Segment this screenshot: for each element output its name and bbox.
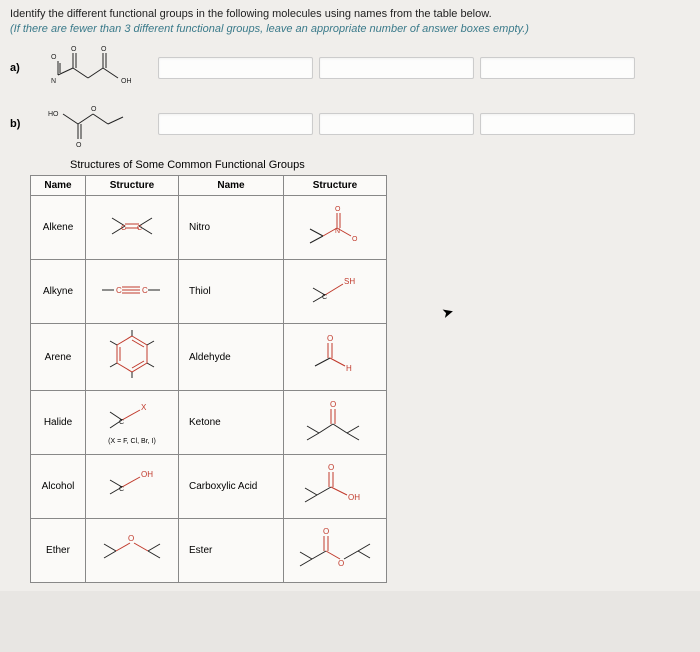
table-row: Ether O Ester OO xyxy=(31,519,387,583)
table-title: Structures of Some Common Functional Gro… xyxy=(70,159,690,171)
aldehyde-structure: OH xyxy=(284,324,387,391)
alkene-name: Alkene xyxy=(31,196,86,260)
svg-text:O: O xyxy=(352,236,358,243)
table-row: Arene Aldehyde OH xyxy=(31,324,387,391)
svg-text:C: C xyxy=(142,286,148,295)
svg-text:C: C xyxy=(119,486,124,493)
answer-a-1[interactable] xyxy=(158,57,313,79)
svg-text:O: O xyxy=(330,400,336,409)
header-structure2: Structure xyxy=(284,176,387,196)
alcohol-structure: C OH xyxy=(86,455,179,519)
svg-text:O: O xyxy=(51,54,57,61)
functional-groups-table: Name Structure Name Structure Alkene CC … xyxy=(30,175,387,583)
svg-text:O: O xyxy=(335,206,341,213)
svg-text:N: N xyxy=(51,78,56,85)
table-row: Alkyne CC Thiol CSH xyxy=(31,260,387,324)
aldehyde-name: Aldehyde xyxy=(179,324,284,391)
molecule-a: O OH O O N xyxy=(28,43,148,93)
svg-text:C: C xyxy=(119,419,124,426)
molecule-a-svg: O OH O O N xyxy=(33,43,143,93)
ether-structure: O xyxy=(86,519,179,583)
ketone-structure: O xyxy=(284,391,387,455)
svg-text:HO: HO xyxy=(48,111,59,118)
carboxylic-name: Carboxylic Acid xyxy=(179,455,284,519)
molecule-b-svg: HO O O xyxy=(33,99,143,149)
nitro-structure: O N O xyxy=(284,196,387,260)
svg-text:O: O xyxy=(327,334,333,343)
svg-text:H: H xyxy=(346,364,352,373)
thiol-name: Thiol xyxy=(179,260,284,324)
question-a-row: a) O OH O O N xyxy=(10,43,690,93)
thiol-structure: C SH xyxy=(284,260,387,324)
alkyne-structure: CC xyxy=(86,260,179,324)
question-a-label: a) xyxy=(10,62,28,74)
svg-text:O: O xyxy=(71,46,77,53)
alcohol-name: Alcohol xyxy=(31,455,86,519)
header-name: Name xyxy=(31,176,86,196)
answer-b-1[interactable] xyxy=(158,113,313,135)
nitro-name: Nitro xyxy=(179,196,284,260)
halide-structure: C X (X = F, Cl, Br, I) xyxy=(86,391,179,455)
answer-boxes-b xyxy=(158,113,635,135)
answer-b-3[interactable] xyxy=(480,113,635,135)
alkyne-name: Alkyne xyxy=(31,260,86,324)
table-row: Alcohol C OH Carboxylic Acid O OH xyxy=(31,455,387,519)
table-header-row: Name Structure Name Structure xyxy=(31,176,387,196)
ester-name: Ester xyxy=(179,519,284,583)
carboxylic-structure: O OH xyxy=(284,455,387,519)
svg-text:OH: OH xyxy=(121,78,132,85)
svg-text:N: N xyxy=(335,228,340,235)
svg-text:C: C xyxy=(116,286,122,295)
instruction-line-1: Identify the different functional groups… xyxy=(10,8,690,20)
svg-text:O: O xyxy=(328,463,334,472)
table-row: Alkene CC Nitro ONO xyxy=(31,196,387,260)
table-row: Halide C X (X = F, Cl, Br, I) Ketone O xyxy=(31,391,387,455)
svg-text:OH: OH xyxy=(348,493,360,502)
halide-name: Halide xyxy=(31,391,86,455)
header-name2: Name xyxy=(179,176,284,196)
alkene-structure: CC xyxy=(86,196,179,260)
svg-text:C: C xyxy=(137,225,142,232)
svg-text:OH: OH xyxy=(141,470,153,479)
ether-name: Ether xyxy=(31,519,86,583)
molecule-b: HO O O xyxy=(28,99,148,149)
svg-text:C: C xyxy=(121,225,126,232)
svg-text:O: O xyxy=(91,106,97,113)
svg-text:SH: SH xyxy=(344,277,355,286)
worksheet-page: Identify the different functional groups… xyxy=(0,0,700,591)
svg-text:O: O xyxy=(323,527,329,536)
answer-boxes-a xyxy=(158,57,635,79)
arene-name: Arene xyxy=(31,324,86,391)
ester-structure: OO xyxy=(284,519,387,583)
answer-b-2[interactable] xyxy=(319,113,474,135)
question-b-label: b) xyxy=(10,118,28,130)
answer-a-2[interactable] xyxy=(319,57,474,79)
answer-a-3[interactable] xyxy=(480,57,635,79)
header-structure: Structure xyxy=(86,176,179,196)
instruction-line-2: (If there are fewer than 3 different fun… xyxy=(10,23,690,35)
arene-structure xyxy=(86,324,179,391)
svg-text:O: O xyxy=(76,142,82,149)
svg-text:O: O xyxy=(101,46,107,53)
svg-text:O: O xyxy=(128,534,134,543)
ketone-name: Ketone xyxy=(179,391,284,455)
svg-text:X: X xyxy=(141,403,147,412)
question-b-row: b) HO O O xyxy=(10,99,690,149)
svg-text:O: O xyxy=(338,559,344,568)
halide-note: (X = F, Cl, Br, I) xyxy=(92,438,172,445)
svg-text:C: C xyxy=(322,294,327,301)
